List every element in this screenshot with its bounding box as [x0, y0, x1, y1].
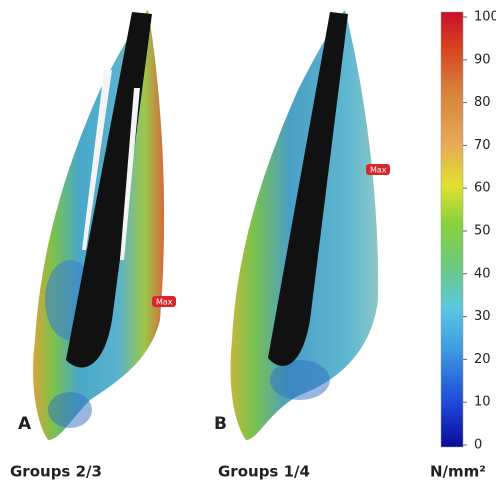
panel-a: Max A Groups 2/3 [10, 10, 176, 481]
panel-b: Max B Groups 1/4 [214, 10, 390, 481]
panel-caption: Groups 2/3 [10, 463, 102, 481]
max-label: Max [370, 166, 387, 175]
tick-label: 90 [474, 52, 491, 67]
stress-zone [270, 360, 330, 400]
tick-label: 60 [474, 181, 491, 196]
tick-label: 0 [474, 438, 482, 453]
stress-zone [48, 392, 92, 428]
colorbar: N/mm² 0 10 20 30 40 50 60 70 80 90 100 [430, 10, 496, 481]
colorbar-unit: N/mm² [430, 463, 486, 481]
tick-label: 50 [474, 224, 491, 239]
tick-label: 100 [474, 10, 496, 25]
tick-label: 80 [474, 95, 491, 110]
panel-letter: B [214, 414, 227, 434]
tick-label: 20 [474, 352, 491, 367]
tick-label: 70 [474, 138, 491, 153]
tick-label: 40 [474, 266, 491, 281]
tick-label: 10 [474, 395, 491, 410]
tick-label: 30 [474, 309, 491, 324]
figure: Max A Groups 2/3 Max B Groups 1/4 N/mm² … [0, 0, 496, 489]
max-label: Max [156, 298, 173, 307]
panel-caption: Groups 1/4 [218, 463, 310, 481]
colorbar-scale [441, 12, 463, 447]
panel-letter: A [18, 414, 32, 434]
